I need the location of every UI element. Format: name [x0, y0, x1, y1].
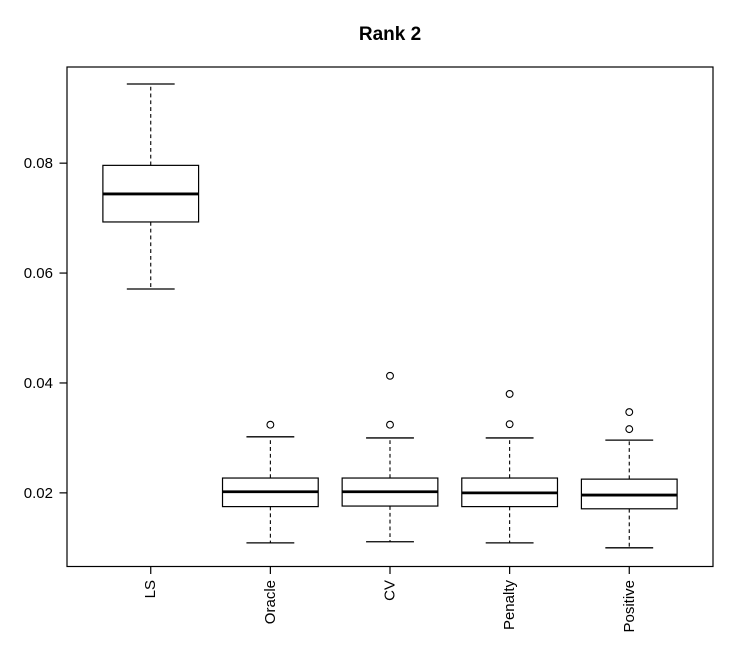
x-axis: LS Oracle CV Penalty Positive	[142, 566, 638, 633]
box-group-penalty	[461, 390, 559, 544]
y-axis-tick-label: 0.02	[24, 485, 53, 502]
x-axis-category-label: Positive	[621, 580, 638, 633]
box-group-cv	[341, 371, 439, 543]
outlier-point	[625, 425, 634, 434]
boxplot-series	[102, 83, 678, 549]
x-axis-category-label: LS	[142, 580, 159, 598]
outlier-point	[386, 420, 394, 429]
box-group-ls	[102, 83, 200, 290]
x-axis-category-label: Oracle	[262, 580, 279, 624]
outlier-point	[625, 408, 634, 417]
y-axis-tick-label: 0.04	[24, 375, 53, 392]
y-axis-tick-label: 0.08	[24, 155, 53, 172]
y-axis: 0.02 0.04 0.06 0.08	[24, 155, 67, 502]
x-axis-category-label: Penalty	[501, 580, 518, 631]
outlier-point	[505, 390, 514, 398]
x-axis-category-label: CV	[382, 580, 399, 601]
y-axis-tick-label: 0.06	[24, 265, 53, 282]
outlier-point	[505, 420, 514, 429]
outlier-point	[266, 420, 275, 429]
outlier-point	[386, 371, 394, 380]
box-group-oracle	[221, 420, 319, 544]
box-group-positive	[580, 408, 678, 549]
chart-title: Rank 2	[359, 24, 421, 45]
